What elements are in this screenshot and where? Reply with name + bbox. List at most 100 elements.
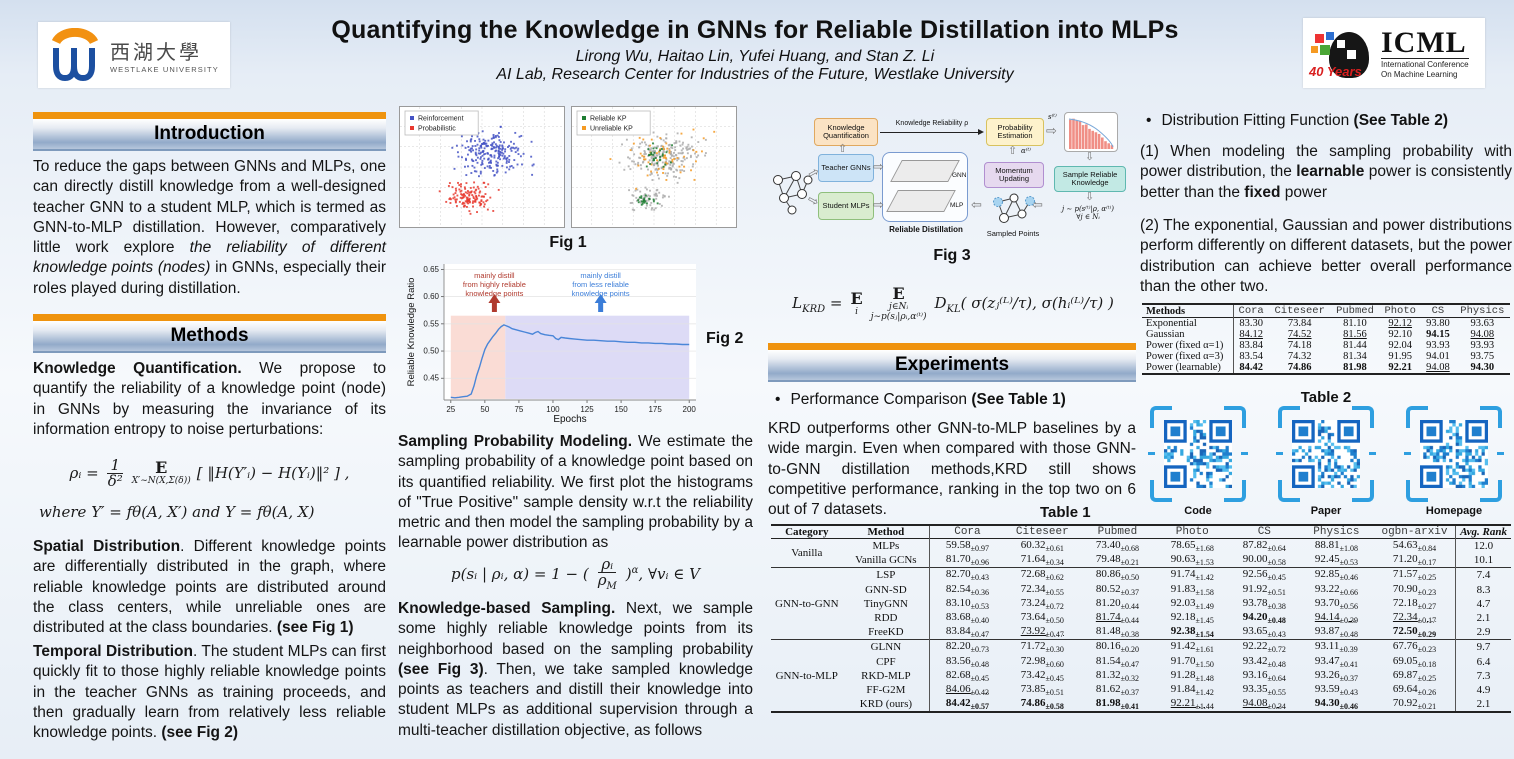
- intro-text: To reduce the gaps between GNNs and MLPs…: [33, 157, 386, 299]
- qr-canvas: [1292, 420, 1360, 488]
- table1: Category Method Cora Citeseer Pubmed Photo CS P…: [771, 524, 1511, 713]
- sampled-points-label: Sampled Points: [986, 229, 1040, 238]
- svg-text:Reliable Knowledge Ratio: Reliable Knowledge Ratio: [406, 278, 417, 387]
- qr-row: Code Paper Homepage: [1146, 406, 1506, 517]
- fig1-left-plot: Reinforcement Probabilistic: [399, 106, 565, 228]
- svg-text:0.55: 0.55: [423, 319, 439, 328]
- sampling-formula: j ∼ p(s⁽ᵗ⁾|ρ, α⁽ᵗ⁾) ∀j ∈ Nᵢ: [1061, 205, 1114, 221]
- qr-label-code: Code: [1184, 505, 1212, 517]
- svg-text:25: 25: [446, 405, 455, 414]
- icml-logo: 40 Years ICML International Conference O…: [1303, 18, 1485, 88]
- sample-reliable-knowledge-box: Sample Reliable Knowledge: [1054, 166, 1126, 192]
- spatial-lead: Spatial Distribution: [33, 538, 181, 555]
- probability-estimation-box: Probability Estimation: [986, 118, 1044, 146]
- icml-head-icon: 40 Years: [1309, 26, 1375, 80]
- mlp-plane: [886, 190, 956, 212]
- alpha-t-label: α⁽ᵗ⁾: [1021, 147, 1031, 155]
- temporal-ref: (see Fig 2): [161, 724, 239, 742]
- fig3-caption: Fig 3: [933, 247, 971, 264]
- page-title: Quantifying the Knowledge in GNNs for Re…: [331, 16, 1179, 44]
- svg-text:200: 200: [683, 405, 697, 414]
- icml-sub2: On Machine Learning: [1381, 69, 1458, 79]
- sampling-probability-text: Sampling Probability Modeling. We estima…: [398, 432, 753, 554]
- svg-text:Probabilistic: Probabilistic: [418, 126, 456, 133]
- reliable-distillation-label: Reliable Distillation: [889, 225, 963, 234]
- temporal-body: . The student MLPs can first quickly fit…: [33, 643, 386, 742]
- arrow-srk-to-formula: ⇩: [1085, 191, 1095, 203]
- gnn-plane-label: GNN: [952, 172, 967, 179]
- intro-heading: Introduction: [33, 112, 386, 151]
- svg-text:Reinforcement: Reinforcement: [418, 116, 464, 123]
- spatial-body: . Different knowledge points are differe…: [33, 538, 387, 637]
- arrow-teacher-to-rd: ⇨: [873, 159, 884, 174]
- arrow-kq-to-pe: [880, 132, 980, 133]
- spatial-ref: (see Fig 1): [276, 619, 354, 637]
- svg-text:100: 100: [546, 405, 560, 414]
- eq-krd-body: DKL( σ(zⱼ⁽ᴸ⁾/τ), σ(hᵢ⁽ᴸ⁾/τ) ): [934, 293, 1114, 315]
- svg-text:Reliable KP: Reliable KP: [590, 116, 627, 123]
- methods-heading: Methods: [33, 314, 386, 353]
- temporal-lead: Temporal Distribution: [33, 643, 193, 660]
- knowledge-quantification-text: Knowledge Quantification. We propose to …: [33, 359, 386, 440]
- equation-where: where Y′ = fθ(A, X′) and Y = fθ(A, X): [39, 503, 315, 521]
- svg-text:75: 75: [514, 405, 523, 414]
- svg-text:50: 50: [480, 405, 489, 414]
- westlake-logo-text: 西湖大學 WESTLAKE UNIVERSITY: [110, 36, 219, 74]
- density-histogram-svg: [1068, 118, 1114, 149]
- eq-rho-body: [ ‖H(Y′ᵢ) − H(Yᵢ)‖² ] ,: [196, 464, 350, 482]
- affiliation: AI Lab, Research Center for Industries o…: [496, 66, 1014, 83]
- temporal-distribution-text: Temporal Distribution. The student MLPs …: [33, 642, 386, 743]
- table1-label: Table 1: [1040, 504, 1091, 521]
- svg-text:0.50: 0.50: [423, 347, 439, 356]
- knowledge-based-sampling-text: Knowledge-based Sampling. Next, we sampl…: [398, 599, 753, 741]
- input-graph-icon: [773, 171, 813, 215]
- eq-samp-close: )α, ∀vᵢ ∈ V: [625, 565, 700, 583]
- arrow-formula-to-sampled: ⇦: [1032, 197, 1043, 212]
- kq-body: We propose to quantify the reliability o…: [33, 360, 386, 438]
- spm-lead: Sampling Probability Modeling.: [398, 433, 633, 450]
- eq-rho-lhs: ρᵢ =: [69, 464, 99, 482]
- qr-code-paper: Paper: [1274, 406, 1378, 517]
- authors: Lirong Wu, Haitao Lin, Yufei Huang, and …: [575, 48, 935, 65]
- momentum-updating-box: Momentum Updating: [984, 162, 1044, 188]
- arrow-mu-to-pe: ⇧: [1008, 145, 1018, 157]
- intro-post: in GNNs, especially their roles played d…: [33, 259, 386, 297]
- experiments-text: KRD outperforms other GNN-to-MLP baselin…: [768, 420, 1136, 519]
- eq-rho-frac: 1 δ²: [107, 455, 124, 490]
- density-histogram: [1064, 112, 1118, 152]
- icml-wordmark: ICML International Conference On Machine…: [1381, 28, 1469, 79]
- experiments-heading: Experiments: [768, 343, 1136, 382]
- svg-text:125: 125: [580, 405, 594, 414]
- eq-krd-lhs: LKRD =: [792, 293, 843, 315]
- performance-comparison-bullet: • Performance Comparison (See Table 1): [775, 391, 1066, 408]
- intro-italic: the reliability of different knowledge p…: [33, 239, 386, 277]
- kbs-lead: Knowledge-based Sampling.: [398, 600, 616, 617]
- fig2-plot: 0.45 0.50 0.55 0.60 0.65 25 50 75 100 125 150 175 20…: [404, 258, 704, 426]
- svg-text:175: 175: [648, 405, 662, 414]
- fig1-caption: Fig 1: [549, 234, 587, 251]
- svg-text:0.60: 0.60: [423, 292, 439, 301]
- westlake-cn: 西湖大學: [110, 40, 202, 64]
- kbs-body1: Next, we sample some highly reliable kno…: [398, 600, 753, 658]
- eq-rho-expectation: E X′∼N(X,Σ(δ)): [131, 458, 191, 486]
- arrow-student-to-rd: ⇨: [873, 197, 884, 212]
- student-mlps-box: Student MLPs: [818, 192, 874, 220]
- distribution-fitting-bullet: • Distribution Fitting Function (See Tabl…: [1146, 112, 1449, 129]
- eq-samp-pre: p(sᵢ | ρᵢ, α) = 1 − (: [451, 565, 589, 583]
- qr-label-homepage: Homepage: [1425, 505, 1483, 517]
- equation-rho: ρᵢ = 1 δ² E X′∼N(X,Σ(δ)) [ ‖H(Y′ᵢ) − H(Yᵢ)…: [33, 447, 386, 499]
- table2: Methods Cora Citeseer Pubmed Photo CS Physics E…: [1142, 303, 1510, 375]
- westlake-logo-mark: [51, 28, 99, 82]
- kq-lead: Knowledge Quantification.: [33, 360, 242, 377]
- equation-sampling: p(sᵢ | ρᵢ, α) = 1 − ( ρᵢ ρM )α, ∀vᵢ ∈ V: [398, 553, 753, 595]
- dff-para2: (2) The exponential, Gaussian and power …: [1140, 217, 1512, 295]
- arrow-hist-to-srk: ⇩: [1085, 151, 1095, 163]
- qr-canvas: [1164, 420, 1232, 488]
- gnn-plane: [890, 160, 960, 182]
- fig1-right-plot: Reliable KP Unreliable KP: [571, 106, 737, 228]
